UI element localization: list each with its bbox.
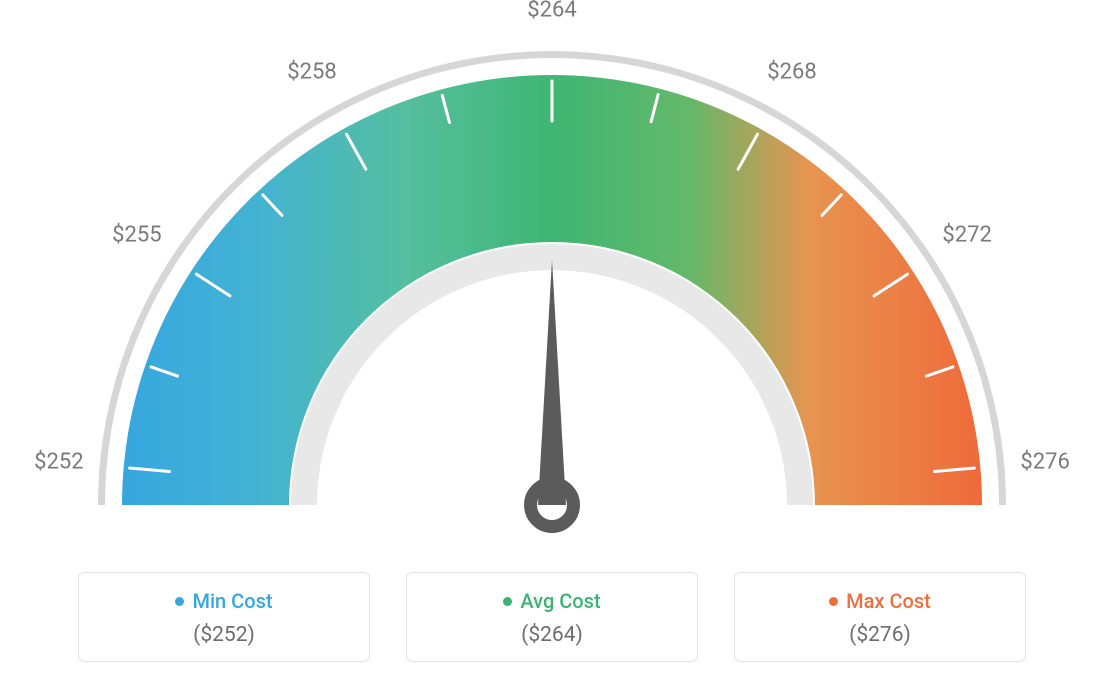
tick-label: $252 bbox=[34, 449, 83, 474]
tick-label: $255 bbox=[112, 223, 161, 248]
gauge-area: $252 $255 $258 $264 $268 $272 $276 bbox=[0, 0, 1104, 560]
tick-label: $268 bbox=[767, 60, 816, 85]
tick-label: $264 bbox=[527, 0, 576, 23]
legend-max-label: Max Cost bbox=[829, 589, 931, 613]
gauge-svg bbox=[0, 0, 1104, 560]
legend-card-max: Max Cost ($276) bbox=[734, 572, 1026, 662]
legend-avg-value: ($264) bbox=[419, 623, 685, 647]
tick-label: $258 bbox=[287, 60, 336, 85]
legend-max-value: ($276) bbox=[747, 623, 1013, 647]
tick-label: $272 bbox=[942, 223, 991, 248]
legend-min-value: ($252) bbox=[91, 623, 357, 647]
legend-card-min: Min Cost ($252) bbox=[78, 572, 370, 662]
cost-gauge-chart: $252 $255 $258 $264 $268 $272 $276 Min Cost ($… bbox=[0, 0, 1104, 690]
legend-min-label: Min Cost bbox=[175, 589, 272, 613]
legend-avg-label: Avg Cost bbox=[503, 589, 600, 613]
tick-label: $276 bbox=[1020, 449, 1069, 474]
legend-card-avg: Avg Cost ($264) bbox=[406, 572, 698, 662]
legend-row: Min Cost ($252) Avg Cost ($264) Max Cost… bbox=[0, 572, 1104, 662]
